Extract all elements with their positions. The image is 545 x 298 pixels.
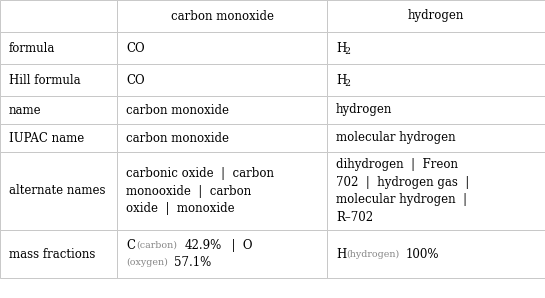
Text: name: name (9, 103, 41, 117)
Bar (117, 96, 327, 124)
Text: C: C (126, 239, 135, 252)
Bar (0, 64, 117, 96)
Bar (117, 152, 327, 230)
Text: Hill formula: Hill formula (9, 74, 81, 86)
Bar (327, 32, 545, 64)
Bar (327, 124, 545, 152)
Text: |  O: | O (224, 239, 253, 252)
Bar (0, 230, 117, 278)
Bar (0, 124, 117, 152)
Text: CO: CO (126, 74, 145, 86)
Text: 42.9%: 42.9% (184, 239, 221, 252)
Text: carbon monoxide: carbon monoxide (171, 10, 274, 23)
Text: (carbon): (carbon) (136, 241, 177, 250)
Bar (0, 0, 117, 32)
Text: 2: 2 (344, 47, 350, 56)
Text: 57.1%: 57.1% (174, 256, 211, 269)
Text: H: H (336, 248, 346, 260)
Bar (327, 0, 545, 32)
Bar (117, 0, 327, 32)
Bar (117, 32, 327, 64)
Text: 100%: 100% (406, 248, 439, 260)
Bar (117, 64, 327, 96)
Text: IUPAC name: IUPAC name (9, 131, 84, 145)
Text: H: H (336, 41, 346, 55)
Text: dihydrogen  |  Freon
702  |  hydrogen gas  |
molecular hydrogen  |
R–702: dihydrogen | Freon 702 | hydrogen gas | … (336, 158, 469, 224)
Text: carbon monoxide: carbon monoxide (126, 103, 229, 117)
Text: H: H (336, 74, 346, 86)
Text: carbonic oxide  |  carbon
monooxide  |  carbon
oxide  |  monoxide: carbonic oxide | carbon monooxide | carb… (126, 167, 274, 215)
Bar (0, 96, 117, 124)
Bar (327, 152, 545, 230)
Bar (327, 96, 545, 124)
Text: (hydrogen): (hydrogen) (346, 249, 399, 259)
Text: (oxygen): (oxygen) (126, 258, 168, 267)
Bar (0, 152, 117, 230)
Text: hydrogen: hydrogen (408, 10, 464, 23)
Bar (117, 230, 327, 278)
Text: mass fractions: mass fractions (9, 248, 95, 260)
Bar (327, 230, 545, 278)
Bar (117, 124, 327, 152)
Bar (0, 32, 117, 64)
Text: alternate names: alternate names (9, 184, 106, 198)
Text: 2: 2 (344, 79, 350, 88)
Text: molecular hydrogen: molecular hydrogen (336, 131, 456, 145)
Text: CO: CO (126, 41, 145, 55)
Text: hydrogen: hydrogen (336, 103, 392, 117)
Text: carbon monoxide: carbon monoxide (126, 131, 229, 145)
Text: formula: formula (9, 41, 56, 55)
Bar (327, 64, 545, 96)
